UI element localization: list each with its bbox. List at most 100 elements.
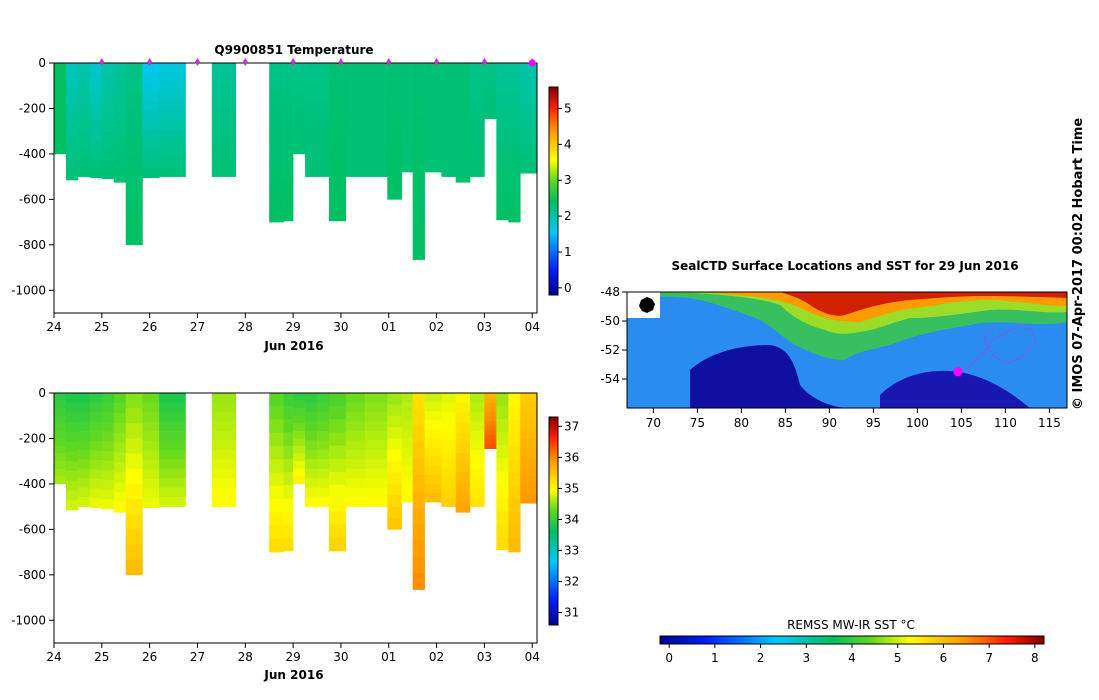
profile-cell: [328, 393, 347, 407]
profile-cell: [496, 393, 509, 407]
profile-cell: [65, 102, 79, 113]
colorbar-tick-label: 34: [564, 512, 579, 526]
profile-cell: [484, 411, 497, 417]
profile-cell: [345, 393, 366, 403]
profile-cell: [317, 497, 330, 507]
profile-cell: [470, 157, 485, 168]
profile-cell: [142, 421, 160, 432]
profile-cell: [293, 108, 306, 117]
profile-column: [455, 393, 471, 513]
profile-column: [142, 393, 160, 509]
profile-cell: [424, 63, 442, 73]
profile-cell: [65, 432, 79, 443]
profile-cell: [328, 445, 347, 460]
profile-cell: [401, 153, 413, 164]
profile-cell: [496, 406, 509, 420]
y-tick-label: -1000: [11, 283, 46, 297]
lon-tick-label: 80: [734, 416, 749, 430]
profile-cell: [484, 100, 497, 106]
profile-cell: [305, 449, 318, 460]
profile-column: [305, 63, 318, 177]
profile-cell: [77, 497, 91, 507]
profile-cell: [455, 152, 471, 163]
y-tick-label: 0: [38, 386, 46, 400]
profile-cell: [496, 193, 509, 208]
salinity-axes: 0 -200 -400 -600 -800 -1000 24 25 26 27 28 29 30 01 02…: [11, 386, 540, 664]
profile-cell: [89, 63, 103, 73]
profile-cell: [470, 421, 485, 432]
profile-cell: [159, 421, 186, 432]
profile-cell: [364, 430, 388, 441]
profile-column: [455, 63, 471, 183]
profile-cell: [159, 148, 186, 158]
colorbar-tick-label: 32: [564, 575, 579, 589]
profile-cell: [113, 112, 127, 123]
profile-cell: [77, 72, 91, 83]
profile-cell: [54, 415, 67, 424]
profile-cell: [387, 188, 402, 200]
profile-cell: [101, 101, 115, 112]
profile-cell: [125, 169, 143, 185]
lon-tick-label: 105: [950, 416, 973, 430]
profile-cell: [317, 148, 330, 158]
profile-cell: [211, 393, 237, 403]
profile-cell: [401, 81, 413, 91]
profile-cell: [269, 432, 284, 447]
profile-column: [424, 63, 442, 173]
profile-cell: [364, 167, 388, 177]
profile-cell: [520, 438, 538, 449]
profile-cell: [520, 484, 538, 495]
colorbar-tick-label: 1: [564, 245, 572, 259]
temperature-section-panel: Q9900851 Temperature 0 -200 -400 -600 -800 -1…: [11, 43, 572, 353]
profile-cell: [317, 411, 330, 422]
sst-colorbar-tick-label: 0: [665, 651, 673, 665]
sst-colorbar-tick-label: 4: [848, 651, 856, 665]
profile-cell: [455, 412, 471, 424]
lat-tick-label: -50: [600, 314, 620, 328]
profile-cell: [101, 91, 115, 102]
salinity-profiles: [54, 393, 538, 590]
profile-cell: [159, 468, 186, 479]
profile-cell: [401, 117, 413, 127]
profile-column: [159, 393, 186, 507]
salinity-colorbar: 31 32 33 34 35 36 37: [548, 416, 579, 626]
profile-cell: [496, 89, 509, 103]
salinity-xlabel: Jun 2016: [263, 668, 323, 682]
profile-cell: [412, 573, 425, 590]
profile-cell: [496, 497, 509, 511]
profile-cell: [283, 445, 294, 460]
profile-column: [54, 63, 67, 155]
profile-cell: [520, 63, 538, 73]
profile-cell: [484, 81, 497, 87]
profile-cell: [520, 393, 538, 403]
profile-cell: [401, 438, 413, 448]
profile-cell: [401, 126, 413, 137]
profile-cell: [508, 525, 521, 540]
profile-cell: [113, 142, 127, 153]
profile-cell: [520, 475, 538, 486]
profile-cell: [142, 72, 160, 83]
profile-cell: [455, 432, 471, 444]
profile-cell: [328, 524, 347, 539]
profile-cell: [364, 91, 388, 102]
profile-cell: [293, 476, 306, 485]
profile-cell: [412, 95, 425, 113]
profile-cell: [101, 159, 115, 170]
profile-cell: [77, 138, 91, 149]
profile-cell: [54, 393, 67, 401]
profile-cell: [293, 116, 306, 124]
profile-cell: [520, 494, 538, 504]
profile-cell: [101, 393, 115, 403]
profile-cell: [496, 510, 509, 524]
profile-cell: [113, 92, 127, 104]
profile-column: [520, 393, 538, 504]
profile-cell: [293, 438, 306, 447]
profile-cell: [317, 110, 330, 121]
profile-cell: [470, 430, 485, 441]
profile-cell: [424, 135, 442, 146]
profile-cell: [345, 157, 366, 168]
profile-cell: [317, 440, 330, 451]
profile-cell: [211, 440, 237, 451]
profile-cell: [387, 483, 402, 496]
profile-cell: [401, 447, 413, 457]
